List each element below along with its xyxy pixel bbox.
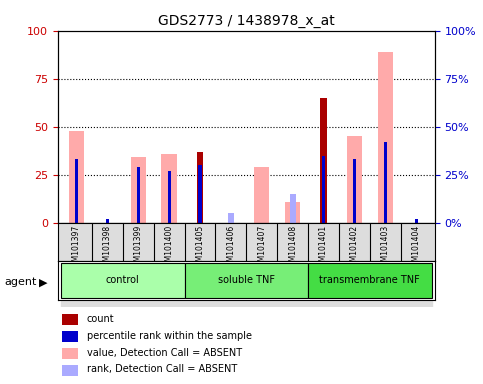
- Text: soluble TNF: soluble TNF: [218, 275, 275, 285]
- Bar: [322, 156, 325, 223]
- Text: GSM101397: GSM101397: [72, 225, 81, 271]
- Bar: [228, 213, 234, 223]
- Bar: [320, 98, 327, 223]
- Bar: [137, 167, 140, 223]
- Bar: [246, 223, 277, 319]
- Text: GSM101401: GSM101401: [319, 225, 328, 271]
- Bar: [61, 223, 92, 319]
- Bar: [254, 167, 270, 223]
- Bar: [185, 223, 215, 319]
- Bar: [199, 165, 201, 223]
- Bar: [168, 171, 170, 223]
- Bar: [106, 219, 109, 223]
- Bar: [161, 154, 177, 223]
- Bar: [285, 202, 300, 223]
- Bar: [69, 131, 84, 223]
- Text: ▶: ▶: [39, 277, 47, 287]
- Text: count: count: [87, 314, 114, 324]
- Text: GSM101406: GSM101406: [227, 225, 235, 271]
- Bar: [308, 223, 339, 319]
- Text: value, Detection Call = ABSENT: value, Detection Call = ABSENT: [87, 348, 242, 358]
- Bar: [277, 223, 308, 319]
- Bar: [154, 223, 185, 319]
- Bar: [62, 365, 78, 376]
- Text: GSM101407: GSM101407: [257, 225, 266, 271]
- Bar: [378, 52, 393, 223]
- Bar: [215, 223, 246, 319]
- FancyBboxPatch shape: [61, 263, 185, 298]
- Bar: [62, 348, 78, 359]
- Bar: [353, 159, 356, 223]
- Bar: [401, 223, 432, 319]
- FancyBboxPatch shape: [308, 263, 432, 298]
- Bar: [347, 136, 362, 223]
- Bar: [130, 157, 146, 223]
- Text: GSM101408: GSM101408: [288, 225, 297, 271]
- Text: control: control: [106, 275, 140, 285]
- Text: GSM101402: GSM101402: [350, 225, 359, 271]
- Text: GSM101403: GSM101403: [381, 225, 390, 271]
- Bar: [123, 223, 154, 319]
- Text: GSM101399: GSM101399: [134, 225, 143, 271]
- Bar: [414, 219, 418, 223]
- Bar: [62, 314, 78, 325]
- Bar: [197, 152, 203, 223]
- Title: GDS2773 / 1438978_x_at: GDS2773 / 1438978_x_at: [158, 14, 335, 28]
- Bar: [384, 142, 387, 223]
- Text: GSM101400: GSM101400: [165, 225, 173, 271]
- Bar: [92, 223, 123, 319]
- Bar: [370, 223, 401, 319]
- Bar: [62, 331, 78, 342]
- Text: rank, Detection Call = ABSENT: rank, Detection Call = ABSENT: [87, 364, 237, 374]
- Text: GSM101404: GSM101404: [412, 225, 421, 271]
- Text: GSM101405: GSM101405: [196, 225, 204, 271]
- Text: agent: agent: [5, 277, 37, 287]
- FancyBboxPatch shape: [185, 263, 308, 298]
- Bar: [75, 159, 78, 223]
- Text: GSM101398: GSM101398: [103, 225, 112, 271]
- Bar: [290, 194, 296, 223]
- Text: percentile rank within the sample: percentile rank within the sample: [87, 331, 252, 341]
- Bar: [339, 223, 370, 319]
- Text: transmembrane TNF: transmembrane TNF: [319, 275, 420, 285]
